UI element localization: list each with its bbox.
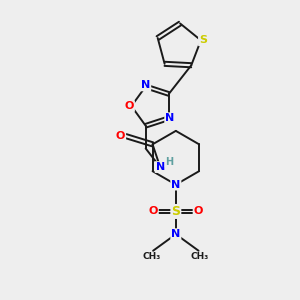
Text: O: O [116,131,125,141]
Text: CH₃: CH₃ [190,252,209,261]
Text: S: S [171,205,180,218]
Text: N: N [165,113,174,123]
Text: N: N [141,80,150,90]
Text: O: O [124,101,134,111]
Text: H: H [165,157,173,167]
Text: O: O [194,206,203,217]
Text: N: N [155,162,165,172]
Text: O: O [148,206,158,217]
Text: N: N [171,180,181,190]
Text: S: S [199,35,207,45]
Text: N: N [171,229,181,239]
Text: CH₃: CH₃ [143,252,161,261]
